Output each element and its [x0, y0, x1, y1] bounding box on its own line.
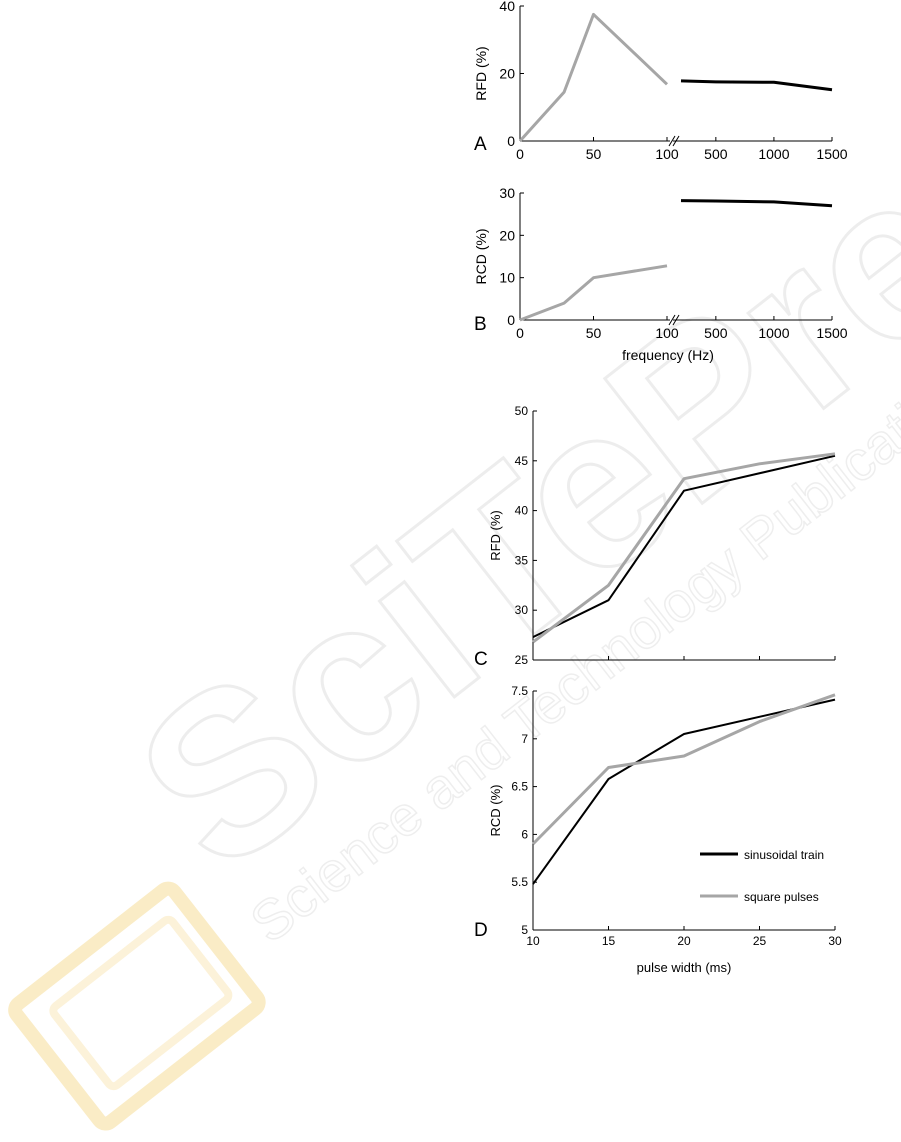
y-tick-label: 40: [499, 0, 515, 14]
y-tick-label: 7: [521, 732, 528, 746]
y-tick-label: 45: [515, 454, 529, 468]
panel-label: A: [474, 134, 487, 155]
series-line-left: [518, 12, 669, 143]
y-axis-label: RCD (%): [488, 785, 503, 837]
panel-label: C: [474, 649, 488, 670]
x-tick-label: 30: [828, 934, 842, 948]
y-tick-label: 20: [499, 227, 515, 243]
axis-break-mark: [672, 135, 680, 147]
series-line-0: [532, 698, 836, 885]
series-line-1: [532, 452, 836, 644]
x-axis-label: pulse width (ms): [637, 960, 732, 975]
x-tick-label: 100: [655, 146, 679, 162]
legend-label: sinusoidal train: [744, 848, 824, 862]
x-tick-label: 20: [677, 934, 691, 948]
x-axis-label: frequency (Hz): [622, 347, 714, 363]
axis-break-mark: [668, 135, 676, 147]
y-tick-label: 30: [499, 185, 515, 201]
panel-a-chart: 0 20 40 0 50 100 500 1000 1500 RFD (%) A: [473, 0, 848, 162]
y-tick-label: 0: [507, 133, 515, 149]
panel-label: D: [474, 920, 488, 941]
x-tick-label: 10: [526, 934, 540, 948]
series-line-1: [531, 693, 836, 846]
y-tick-label: 6.5: [511, 780, 528, 794]
x-tick-label: 50: [586, 146, 602, 162]
y-tick-label: 40: [515, 504, 529, 518]
x-tick-label: 0: [516, 325, 524, 341]
y-tick-label: 5: [521, 923, 528, 937]
series-line-left: [519, 264, 668, 322]
y-tick-label: 25: [515, 653, 529, 667]
x-tick-label: 1500: [816, 325, 847, 341]
x-tick-label: 1000: [758, 325, 789, 341]
y-tick-label: 30: [515, 603, 529, 617]
y-tick-label: 50: [515, 404, 529, 418]
y-tick-label: 10: [499, 270, 515, 286]
x-tick-label: 500: [704, 146, 728, 162]
x-tick-label: 50: [586, 325, 602, 341]
y-tick-label: 6: [521, 827, 528, 841]
scitepress-watermark: SciTePress Science and Technology Public…: [8, 0, 901, 1131]
axis-break-mark: [668, 314, 676, 326]
y-tick-label: 20: [499, 66, 515, 82]
series-line-0: [532, 454, 836, 638]
x-tick-label: 0: [516, 146, 524, 162]
y-tick-label: 7.5: [511, 684, 528, 698]
watermark-logo: [8, 881, 266, 1131]
series-line-right: [680, 199, 833, 208]
x-tick-label: 1500: [816, 146, 847, 162]
legend-label: square pulses: [744, 890, 819, 904]
x-tick-label: 100: [655, 325, 679, 341]
panel-d-chart: 5 5.5 6 6.5 7 7.5 10 15 20 25 30 RCD (%) pulse width…: [474, 684, 842, 975]
panel-b-chart: 0 10 20 30 0 50 100 500 1000 1500 RCD (%) frequency…: [473, 185, 848, 363]
x-tick-label: 15: [602, 934, 616, 948]
y-tick-label: 5.5: [511, 875, 528, 889]
panel-label: B: [474, 314, 487, 335]
y-axis-label: RCD (%): [473, 229, 489, 285]
series-line-right: [680, 79, 833, 92]
x-tick-label: 25: [753, 934, 767, 948]
axis-break-mark: [672, 314, 680, 326]
x-tick-label: 500: [704, 325, 728, 341]
y-tick-label: 0: [507, 312, 515, 328]
panel-c-chart: 25 30 35 40 45 50 RFD (%) C: [474, 404, 836, 670]
x-tick-label: 1000: [758, 146, 789, 162]
y-axis-label: RFD (%): [473, 46, 489, 100]
y-axis-label: RFD (%): [488, 510, 503, 561]
y-tick-label: 35: [515, 553, 529, 567]
